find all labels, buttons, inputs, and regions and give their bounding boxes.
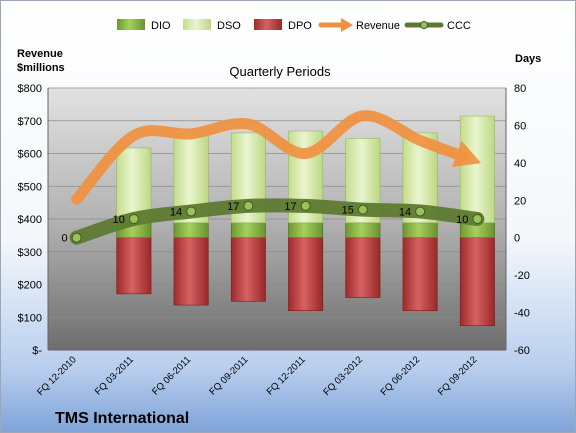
ccc-point [186, 206, 197, 217]
legend-swatch-dpo [254, 19, 282, 30]
ccc-data-label: 0 [62, 233, 68, 245]
legend-arrow-revenue [341, 18, 353, 32]
left-axis-label-revenue: Revenue [17, 48, 63, 60]
ccc-point [472, 214, 483, 224]
ccc-point [300, 200, 311, 211]
x-tick-label: FQ 12-2010 [35, 354, 79, 398]
bar-dio [345, 222, 381, 239]
left-tick-label: $700 [18, 116, 42, 128]
bars [116, 115, 495, 326]
x-tick-label: FQ 03-2011 [93, 354, 136, 397]
right-tick-label: 40 [514, 158, 526, 170]
x-tick-label: FQ 03-2012 [321, 354, 365, 398]
legend-item-revenue: Revenue [318, 18, 400, 32]
ccc-data-label: 14 [170, 207, 182, 219]
bar-dio [402, 222, 438, 239]
legend-swatch-dso [183, 19, 211, 30]
legend-marker-ccc [420, 21, 428, 29]
bar-dio [173, 222, 209, 239]
right-tick-label: -20 [514, 270, 530, 282]
left-tick-label: $800 [18, 83, 42, 95]
legend-label-dso: DSO [217, 20, 241, 32]
legend-item-dso: DSO [183, 19, 241, 32]
right-tick-label: 60 [514, 120, 526, 132]
left-tick-label: $300 [18, 247, 42, 259]
left-tick-label: $100 [18, 312, 42, 324]
x-tick-label: FQ 06-2011 [150, 354, 193, 397]
bar-dpo [230, 237, 266, 302]
right-tick-label: 80 [514, 83, 526, 95]
right-tick-label: 0 [514, 233, 520, 245]
right-tick-label: -40 [514, 308, 530, 320]
bar-dso [459, 115, 495, 224]
chart-title: Quarterly Periods [229, 64, 331, 79]
legend-item-ccc: CCC [404, 20, 471, 32]
left-axis-label-millions: $millions [17, 62, 65, 74]
left-tick-label: $500 [18, 181, 42, 193]
ccc-point [128, 214, 139, 224]
ccc-point [71, 232, 82, 243]
ccc-point [415, 206, 426, 217]
ccc-data-label: 10 [456, 214, 468, 226]
x-tick-label: FQ 09-2011 [207, 354, 250, 397]
legend-label-dio: DIO [151, 20, 171, 32]
legend-label-revenue: Revenue [356, 20, 400, 32]
company-name: TMS International [55, 410, 189, 427]
markers: 0 10 14 17 17 15 14 10 [62, 200, 483, 245]
bar-dpo [459, 237, 495, 326]
revenue-arrowhead [451, 140, 482, 168]
left-tick-label: $600 [18, 149, 42, 161]
ccc-data-label: 10 [113, 214, 125, 226]
left-tick-label: $- [32, 345, 42, 357]
legend-swatch-dio [117, 19, 145, 30]
bar-dio [230, 222, 266, 239]
ccc-point [357, 204, 368, 215]
legend: DIO DSO DPO Revenue CCC [117, 18, 471, 32]
legend-item-dio: DIO [117, 19, 171, 32]
left-tick-label: $400 [18, 214, 42, 226]
bar-dpo [288, 237, 324, 311]
ccc-data-label: 17 [284, 201, 296, 213]
right-tick-label: 20 [514, 195, 526, 207]
right-axis-label-days: Days [515, 53, 541, 65]
bar-dpo [345, 237, 381, 298]
line-revenue [71, 110, 468, 205]
ccc-point [243, 200, 254, 211]
ccc-data-label: 15 [342, 205, 354, 217]
bar-dpo [116, 237, 152, 295]
bar-dpo [173, 237, 209, 306]
ccc-data-label: 17 [227, 201, 239, 213]
bar-dpo [402, 237, 438, 311]
right-tick-label: -60 [514, 345, 530, 357]
ccc-data-label: 14 [399, 207, 411, 219]
bar-dso [116, 147, 152, 224]
legend-item-dpo: DPO [254, 19, 312, 32]
x-tick-label: FQ 06-2012 [379, 354, 423, 398]
left-tick-label: $200 [18, 280, 42, 292]
x-tick-label: FQ 09-2012 [436, 354, 480, 398]
legend-label-dpo: DPO [288, 20, 312, 32]
bar-dio [288, 222, 324, 239]
x-tick-label: FQ 12-2011 [265, 354, 308, 397]
legend-label-ccc: CCC [447, 20, 471, 32]
